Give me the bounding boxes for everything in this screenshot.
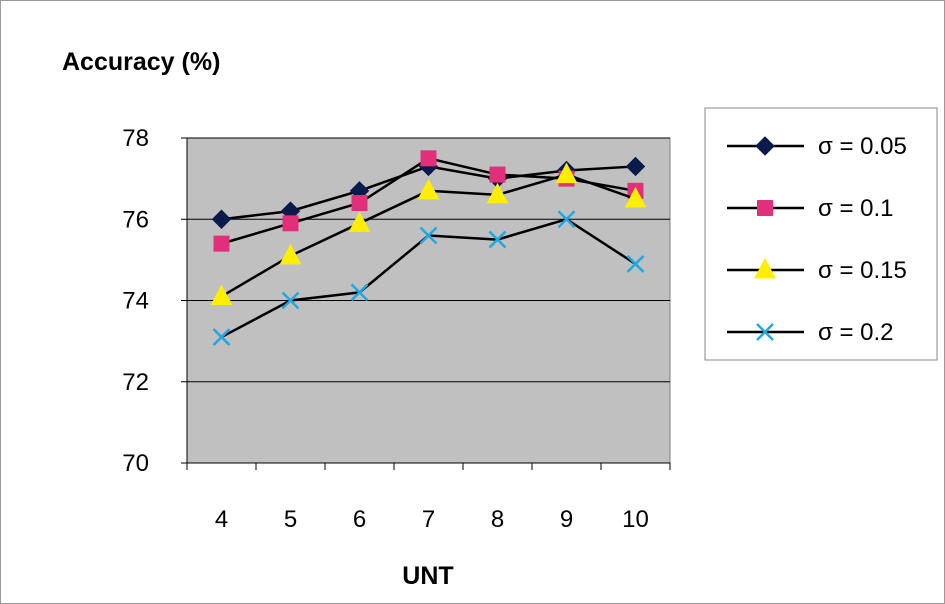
x-tick-label: 10 <box>622 506 649 533</box>
legend-label: σ = 0.2 <box>818 319 894 346</box>
x-tick-label: 5 <box>284 506 297 533</box>
data-point <box>490 167 505 182</box>
legend-label: σ = 0.05 <box>818 133 907 160</box>
y-tick-label: 72 <box>122 369 149 396</box>
x-axis-label: UNT <box>402 562 453 590</box>
legend-marker <box>758 201 773 216</box>
x-tick-labels: 4 5 6 7 8 9 10 <box>215 506 649 533</box>
y-tick-label: 74 <box>122 288 149 315</box>
y-tick-labels: 70 72 74 76 78 <box>122 125 149 477</box>
x-tick-label: 6 <box>353 506 366 533</box>
y-tick-label: 78 <box>122 125 149 152</box>
x-tick-label: 4 <box>215 506 228 533</box>
legend: σ = 0.05 σ = 0.1 σ = 0.15 σ = 0.2 <box>705 108 937 360</box>
x-tick-label: 9 <box>560 506 573 533</box>
y-tick-label: 70 <box>122 450 149 477</box>
data-point <box>421 151 436 166</box>
x-tick-label: 8 <box>491 506 504 533</box>
y-axis-label: Accuracy (%) <box>62 48 220 76</box>
y-tick-label: 76 <box>122 206 149 233</box>
data-point <box>214 236 229 251</box>
data-point <box>352 196 367 211</box>
x-tick-label: 7 <box>422 506 435 533</box>
data-point <box>283 216 298 231</box>
legend-label: σ = 0.1 <box>818 195 894 222</box>
legend-label: σ = 0.15 <box>818 257 907 284</box>
